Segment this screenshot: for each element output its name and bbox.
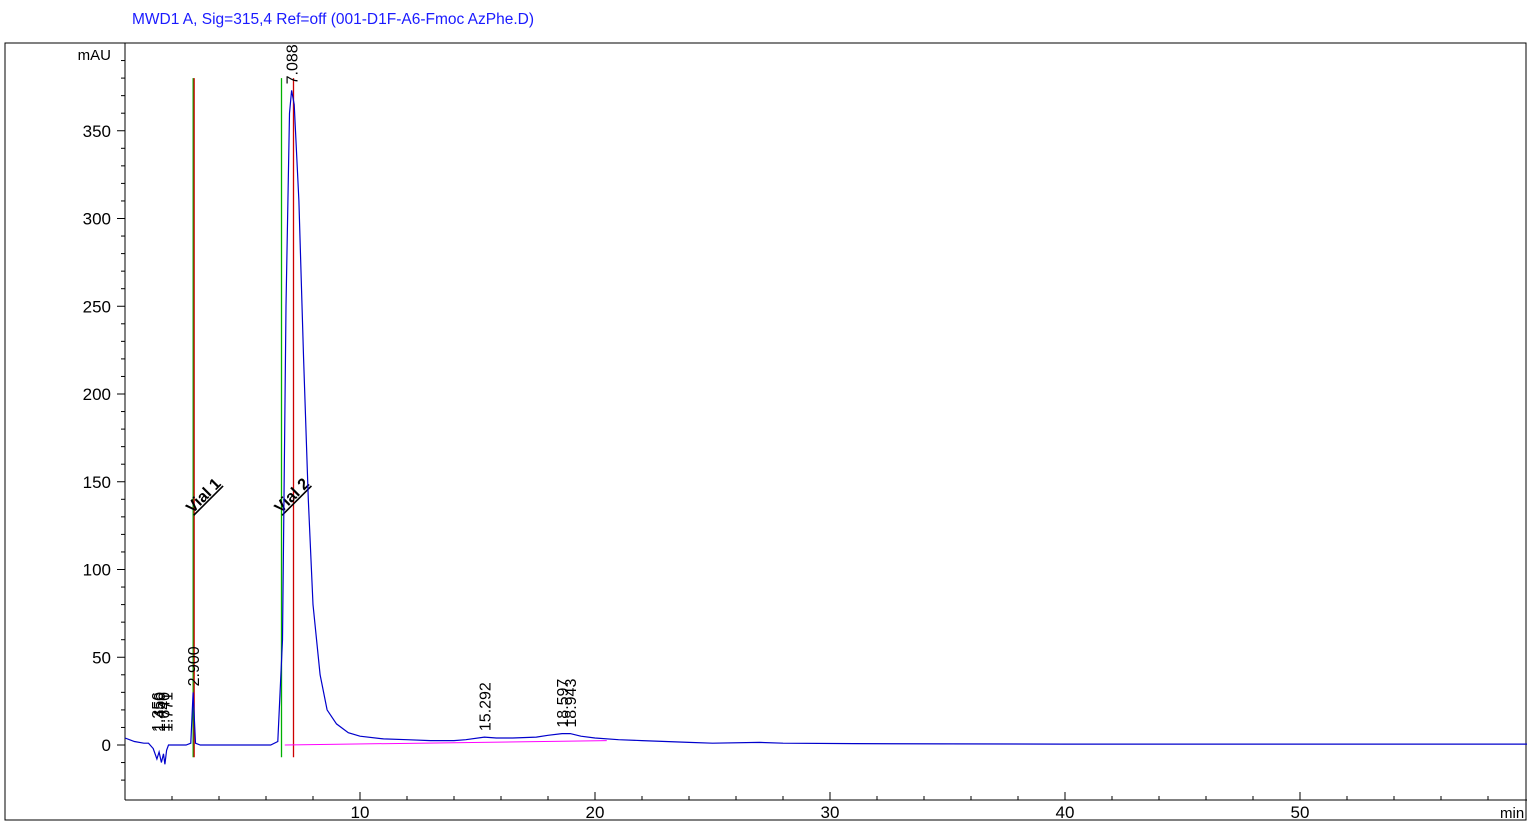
y-tick-label: 250 bbox=[83, 297, 111, 316]
peak-label: 1.640 bbox=[157, 692, 174, 732]
peak-label: 1.356 bbox=[150, 692, 167, 732]
vial-label: Vial 2 bbox=[272, 475, 313, 516]
vial-label: Vial 1 bbox=[183, 475, 224, 516]
peak-label: 2.900 bbox=[186, 646, 203, 686]
y-axis-label: mAU bbox=[78, 47, 111, 64]
peak-label: 1.450 bbox=[152, 692, 169, 732]
integration-baseline bbox=[284, 740, 607, 746]
x-tick-label: 20 bbox=[586, 803, 605, 821]
x-axis-label: min bbox=[1500, 805, 1524, 821]
x-tick-label: 10 bbox=[351, 803, 370, 821]
y-tick-label: 50 bbox=[92, 648, 111, 667]
x-tick-label: 30 bbox=[821, 803, 840, 821]
peak-label: 1.771 bbox=[160, 692, 177, 732]
y-tick-label: 100 bbox=[83, 561, 111, 580]
x-tick-label: 40 bbox=[1056, 803, 1075, 821]
y-tick-label: 350 bbox=[83, 122, 111, 141]
peak-label: 18.943 bbox=[563, 679, 580, 728]
signal-trace bbox=[124, 90, 1527, 765]
y-tick-label: 200 bbox=[83, 385, 111, 404]
y-tick-label: 300 bbox=[83, 210, 111, 229]
peak-label: 18.597 bbox=[555, 679, 572, 728]
peak-label: 15.292 bbox=[477, 682, 494, 731]
chart-title: MWD1 A, Sig=315,4 Ref=off (001-D1F-A6-Fm… bbox=[132, 11, 535, 28]
outer-frame bbox=[4, 42, 1527, 821]
y-tick-label: 0 bbox=[102, 736, 111, 755]
y-tick-label: 150 bbox=[83, 473, 111, 492]
peak-label: 7.088 bbox=[285, 44, 302, 84]
x-tick-label: 50 bbox=[1291, 803, 1310, 821]
